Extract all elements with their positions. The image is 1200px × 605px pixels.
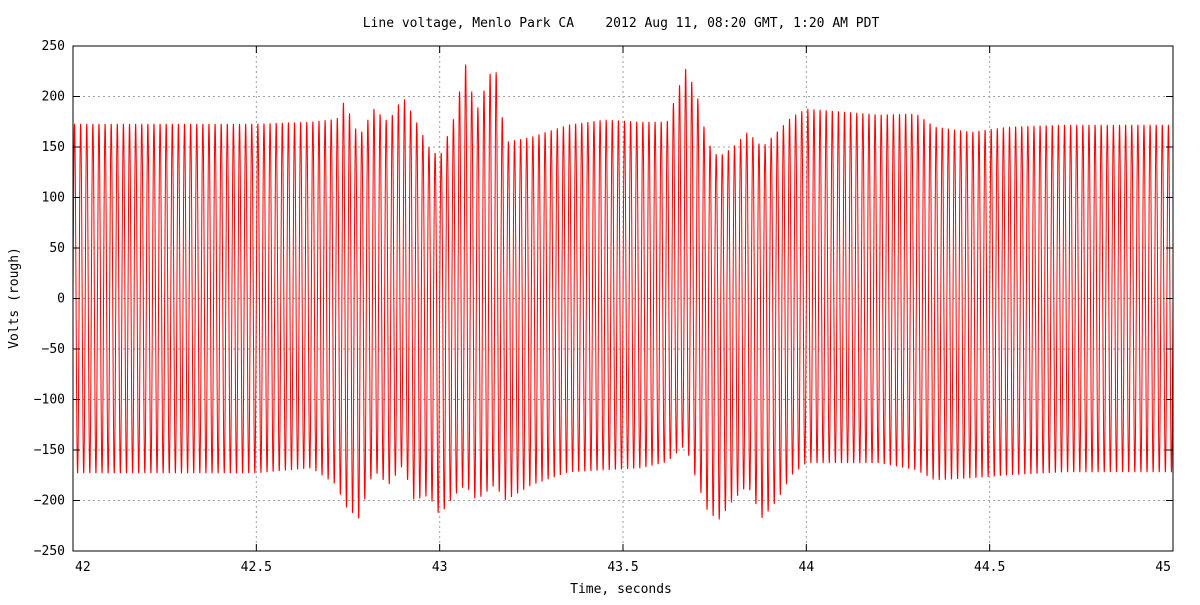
y-tick-label: −150 — [34, 443, 65, 458]
y-tick-label: 200 — [42, 90, 65, 105]
voltage-series-line — [72, 64, 1174, 520]
y-tick-label: −200 — [34, 494, 65, 509]
y-tick-label: −50 — [42, 342, 65, 357]
x-axis-label: Time, seconds — [570, 582, 672, 597]
y-tick-label: 150 — [42, 140, 65, 155]
series-layer — [72, 64, 1174, 520]
x-tick-label: 42.5 — [241, 560, 272, 575]
x-tick-label: 42 — [75, 560, 91, 575]
ticks: 250 200 150 100 50 0 −50 −100 −150 −200 −250 42 42.5… — [34, 39, 1174, 575]
x-tick-label: 44 — [799, 560, 815, 575]
chart-title: Line voltage, Menlo Park CA 2012 Aug 11,… — [363, 16, 880, 31]
y-axis-label: Volts (rough) — [7, 247, 22, 349]
y-tick-label: −250 — [34, 544, 65, 559]
x-tick-label: 45 — [1155, 560, 1171, 575]
y-tick-label: −100 — [34, 393, 65, 408]
y-tick-label: 100 — [42, 191, 65, 206]
x-tick-label: 44.5 — [974, 560, 1005, 575]
y-tick-label: 250 — [42, 39, 65, 54]
x-tick-label: 43 — [432, 560, 448, 575]
x-tick-label: 43.5 — [607, 560, 638, 575]
y-tick-label: 0 — [57, 292, 65, 307]
y-tick-label: 50 — [49, 241, 65, 256]
